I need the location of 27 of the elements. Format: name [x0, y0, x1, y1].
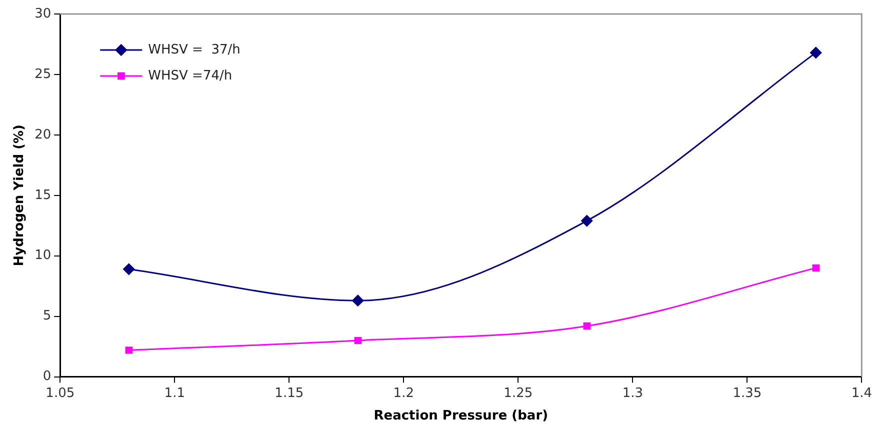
point	[352, 294, 364, 306]
x-axis-title: Reaction Pressure (bar)	[374, 408, 548, 424]
point	[581, 215, 593, 227]
y-axis-title: Hydrogen Yield (%)	[12, 124, 28, 266]
point	[583, 322, 590, 330]
y-tick-label: 5	[42, 308, 52, 324]
x-tick-label: 1.35	[732, 386, 762, 401]
x-tick-label: 1.15	[274, 386, 304, 401]
legend-label: WHSV =74/h	[148, 68, 232, 84]
x-tick-label: 1.3	[622, 386, 643, 401]
y-tick-label: 30	[34, 6, 52, 22]
x-tick-label: 1.2	[393, 386, 414, 401]
x-tick-label: 1.1	[164, 386, 185, 401]
point	[125, 346, 132, 354]
point	[354, 336, 362, 344]
point	[812, 264, 820, 272]
x-tick-label: 1.25	[504, 386, 533, 401]
point	[810, 46, 822, 58]
x-tick-label: 1.05	[46, 386, 75, 401]
y-tick-label: 20	[34, 127, 52, 142]
y-tick-label: 0	[42, 369, 52, 384]
y-tick-label: 15	[34, 188, 52, 203]
y-tick-label: 25	[34, 66, 52, 82]
legend-label: WHSV = 37/h	[148, 42, 240, 58]
x-tick-label: 1.4	[851, 386, 872, 401]
point	[123, 263, 135, 275]
y-tick-label: 10	[34, 248, 52, 264]
